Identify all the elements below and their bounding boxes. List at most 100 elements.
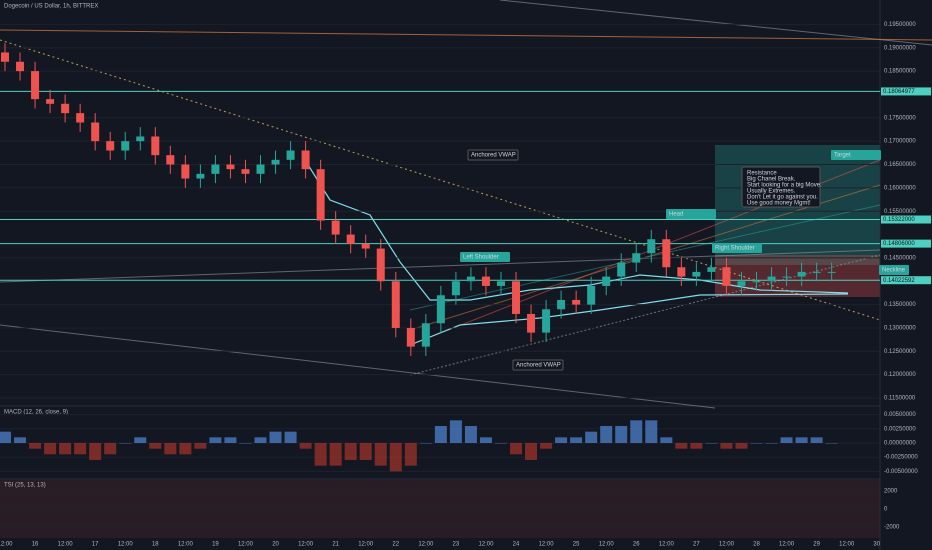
x-tick-label: 12:00 [719,542,735,548]
candle-body [16,61,25,72]
chart-title: Dogecoin / US Dollar, 1h, BITTREX [4,4,98,10]
candle-body [797,271,806,277]
y-tick-label: 0.14500000 [884,255,916,261]
annotation: Target [834,153,851,159]
annotation: Head [669,212,683,218]
y-tick-label: 0.16000000 [884,185,916,191]
histogram-bar [404,443,417,466]
price-level-tag [881,87,931,96]
x-tick-label: 21 [332,542,339,548]
histogram-bar [675,443,688,449]
candle-body [76,113,85,123]
histogram-bar [780,437,793,443]
price-level-tag [881,276,931,285]
y-tick-label: 0 [884,507,888,513]
histogram-bar [0,431,11,443]
candle-body [782,276,791,278]
x-tick-label: 12:00 [779,542,795,548]
candle-body [677,267,686,277]
candle-body [542,309,551,333]
histogram-bar [284,431,297,443]
histogram-bar [540,443,553,449]
note-line: Start looking for a big Move. [747,183,822,189]
trend-line [0,29,932,41]
x-tick-label: 23 [453,542,460,548]
y-tick-label: -0.00500000 [884,469,918,475]
annotation-box [460,252,510,262]
histogram-bar [494,443,507,444]
y-tick-label: 0.16500000 [884,162,916,168]
histogram-bar [269,431,282,443]
indicator-title: TSI (25, 13, 13) [4,483,46,489]
candle-body [587,285,596,305]
candle-body [151,136,160,156]
histogram-bar [239,443,252,444]
x-tick-label: 19 [212,542,219,548]
histogram-bar [645,420,658,443]
candle-body [346,234,355,244]
y-tick-label: 0.17000000 [884,139,916,145]
histogram-bar [359,443,372,460]
histogram-bar [74,443,87,455]
indicator-title: MACD (12, 26, close, 9) [4,410,68,416]
histogram-bar [44,443,57,455]
x-tick-label: 12:00 [478,542,494,548]
candle-body [752,281,761,283]
price-level-label: 0.18064977 [883,89,915,95]
histogram-bar [374,443,387,466]
histogram-bar [389,443,402,472]
price-level-label: 0.14022592 [883,278,915,284]
candle-body [722,267,731,286]
note-line: Use good money Mgmt! [747,201,811,207]
price-level-label: 0.14806000 [883,241,915,247]
histogram-bar [720,443,733,449]
candle-body [331,220,340,235]
y-tick-label: 2000 [884,489,898,495]
x-tick-label: 12:00 [358,542,374,548]
histogram-bar [179,443,192,455]
annotation-box [879,265,909,275]
histogram-bar [299,443,312,449]
candle-body [196,173,205,179]
x-tick-label: 29 [813,542,820,548]
histogram-bar [314,443,327,466]
histogram-bar [344,443,357,460]
candle-body [301,150,310,170]
trend-line [499,0,932,46]
candle-body [617,262,626,277]
candle-body [572,299,581,305]
y-tick-label: -0.00250000 [884,455,918,461]
histogram-bar [510,443,523,455]
histogram-bar [464,426,477,443]
y-tick-label: 0.18500000 [884,69,916,75]
histogram-bar [825,443,838,444]
histogram-bar [89,443,102,460]
histogram-bar [615,426,628,443]
candle-body [46,99,55,104]
trend-line [0,39,881,321]
candle-body [61,103,70,114]
candle-body [31,71,40,100]
candle-body [106,141,115,151]
note-line: Resistance [747,171,777,177]
candle-body [692,271,701,277]
histogram-bar [419,443,432,444]
x-tick-label: 18 [152,542,159,548]
histogram-bar [750,443,763,444]
histogram-bar [149,443,162,449]
note-box [741,166,821,208]
candle-body [91,122,100,142]
annotation: Right Shoulder [715,246,755,252]
x-tick-label: 26 [633,542,640,548]
price-level-tag [881,215,931,224]
histogram-bar [585,431,598,443]
candle-body [737,281,746,286]
y-tick-label: 0.12000000 [884,372,916,378]
x-tick-label: 12:00 [418,542,434,548]
candle-body [451,281,460,296]
histogram-bar [59,443,72,455]
annotation-box [512,359,564,371]
y-tick-label: 0.00250000 [884,426,916,432]
x-tick-label: 24 [513,542,520,548]
candle-body [406,327,415,347]
